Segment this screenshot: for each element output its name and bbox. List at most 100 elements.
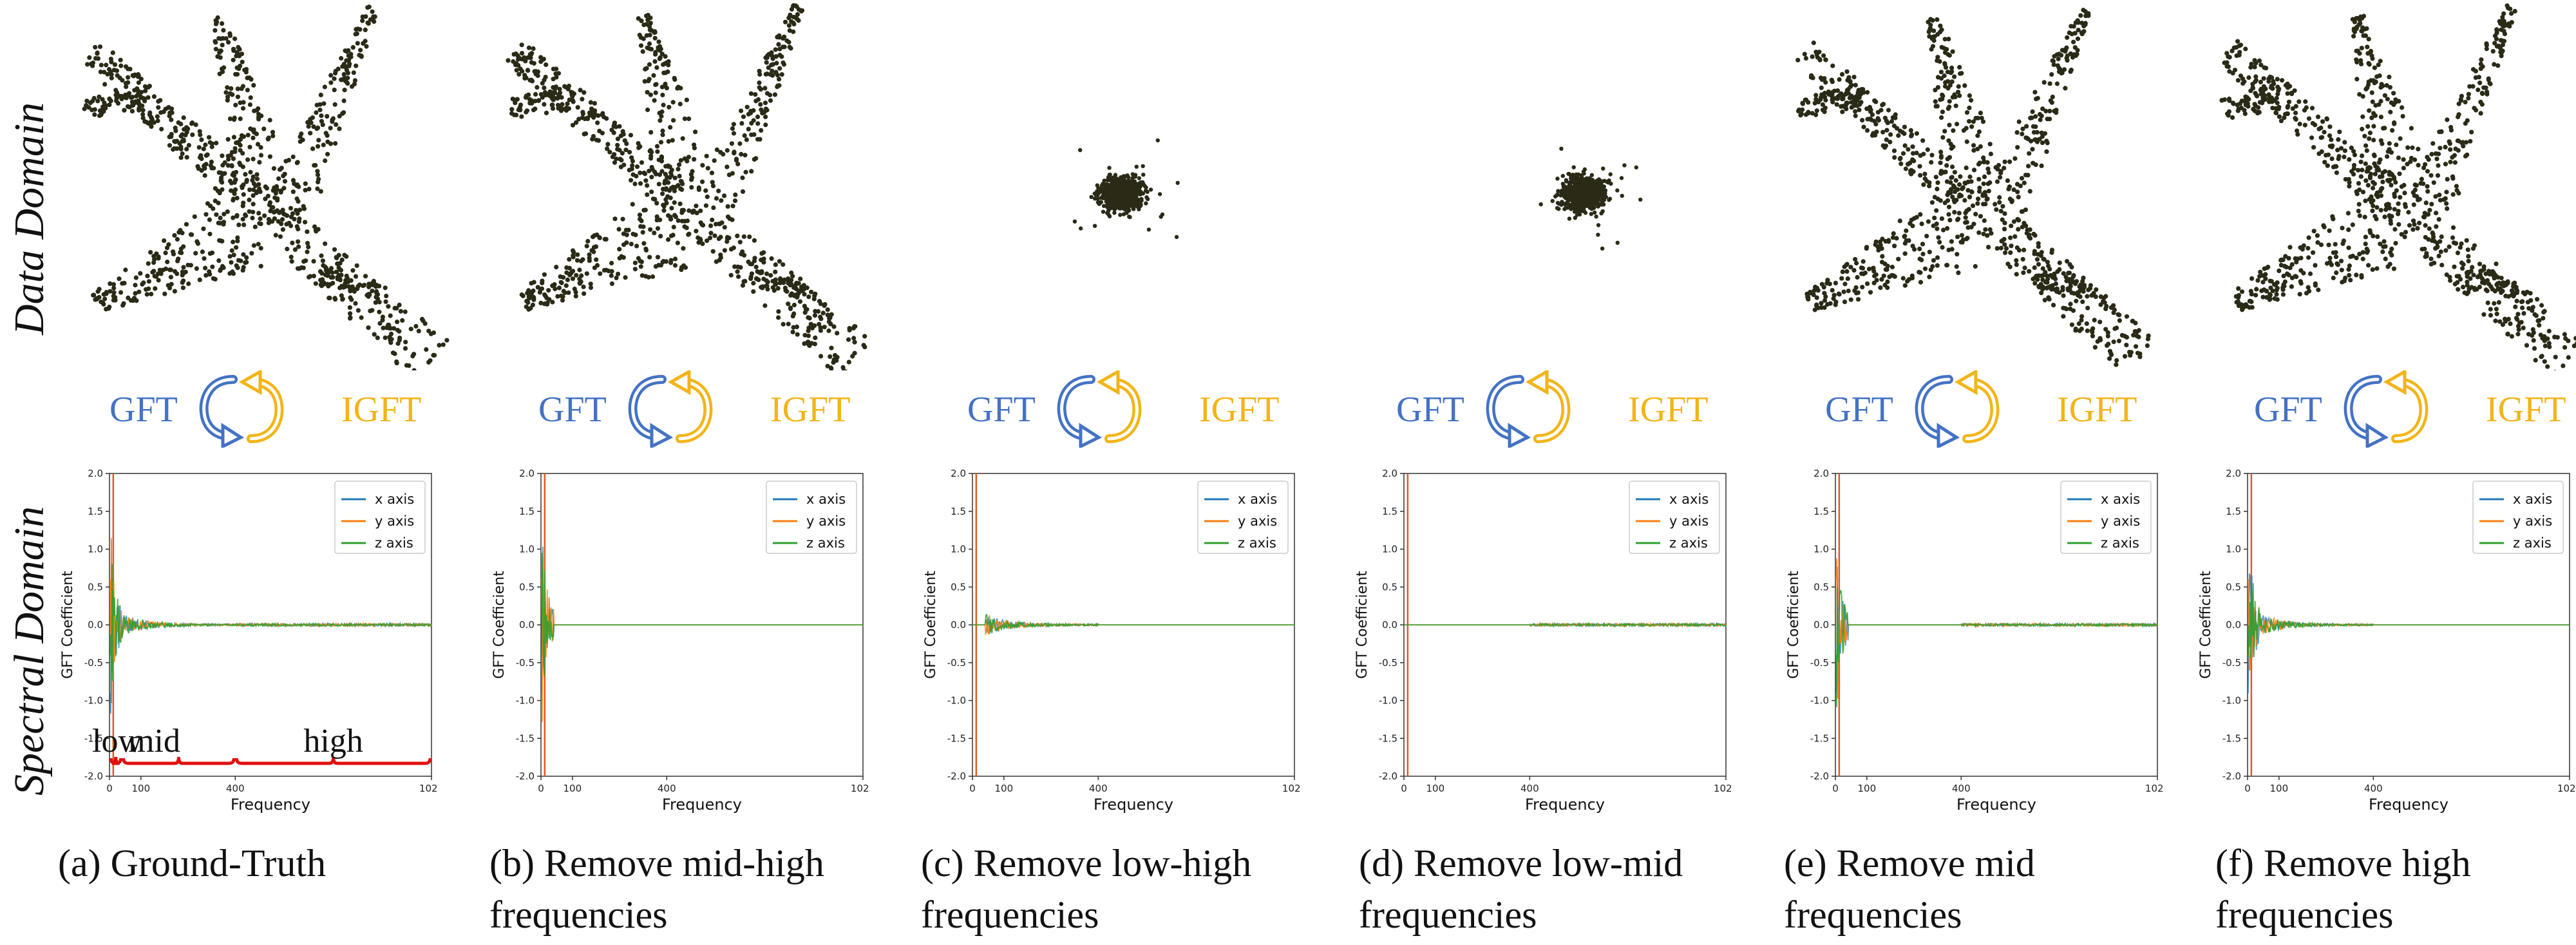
cloud-point [2403, 229, 2409, 234]
cloud-point [786, 276, 791, 282]
cloud-point [694, 204, 699, 209]
cloud-point [1615, 240, 1620, 245]
cloud-point [1874, 129, 1879, 135]
cloud-point [196, 145, 202, 150]
cloud-point [627, 149, 632, 155]
cloud-point [234, 195, 240, 201]
cloud-point [746, 126, 751, 131]
cloud-point [2396, 201, 2401, 206]
cloud-point [862, 345, 867, 350]
cloud-point [609, 281, 614, 286]
cloud-point [332, 88, 337, 93]
cloud-point [2028, 236, 2033, 241]
cloud-point [2032, 281, 2038, 286]
cloud-point [229, 86, 234, 91]
cloud-point [1566, 199, 1570, 204]
cloud-point [2071, 272, 2076, 278]
cloud-point [2393, 180, 2398, 185]
cloud-point [1865, 281, 1870, 286]
cloud-point [240, 164, 245, 169]
cloud-point [1814, 112, 1819, 117]
cloud-point [1099, 184, 1104, 188]
cloud-point [226, 157, 231, 162]
cloud-point [240, 84, 245, 89]
cloud-point [668, 216, 674, 222]
cloud-point [1899, 161, 1904, 166]
cloud-point [2373, 164, 2378, 169]
cloud-point [348, 311, 353, 316]
cloud-point [1122, 189, 1126, 194]
cloud-point [2306, 116, 2312, 121]
cloud-point [724, 148, 730, 153]
cloud-point [326, 283, 331, 289]
cloud-point [686, 155, 691, 160]
cloud-point [770, 73, 775, 78]
cloud-point [2427, 226, 2432, 231]
cloud-point [2539, 303, 2544, 308]
cloud-point [366, 21, 371, 26]
cloud-point [1902, 241, 1908, 246]
cloud-point [167, 134, 172, 140]
cloud-point [1984, 197, 1989, 202]
cloud-point [2041, 80, 2047, 85]
cloud-point [806, 315, 811, 320]
cloud-point [350, 268, 355, 273]
cloud-point [2493, 318, 2498, 323]
cloud-point [1959, 193, 1964, 198]
cloud-point [1589, 188, 1594, 193]
cloud-point [553, 286, 558, 292]
cloud-point [1145, 189, 1150, 194]
cloud-point [1873, 239, 1879, 244]
cloud-point [2362, 133, 2367, 138]
cloud-point [175, 258, 180, 263]
cloud-point [86, 105, 91, 110]
cloud-point [440, 342, 446, 347]
cloud-point [1593, 197, 1598, 202]
cloud-point [2285, 91, 2290, 96]
cloud-point [2011, 187, 2016, 193]
cloud-point [140, 112, 146, 117]
cloud-point [2137, 354, 2143, 359]
cloud-point [826, 328, 831, 334]
cloud-point [700, 241, 705, 246]
cloud-point [1865, 90, 1870, 95]
cloud-point [1619, 176, 1624, 180]
cloud-point [2497, 319, 2503, 324]
cloud-point [2383, 207, 2389, 212]
cloud-point [658, 55, 663, 60]
cloud-point [772, 92, 777, 97]
cloud-point [388, 313, 393, 318]
cloud-point [225, 137, 231, 142]
cloud-point [296, 199, 301, 204]
cloud-point [2069, 277, 2074, 282]
cloud-point [1106, 209, 1111, 213]
cloud-point [151, 120, 156, 125]
cloud-point [288, 205, 294, 211]
cloud-point [1955, 252, 1960, 257]
cloud-point [2105, 334, 2110, 339]
cloud-point [1873, 99, 1879, 104]
cloud-point [209, 141, 214, 146]
cloud-point [2360, 189, 2366, 195]
cloud-point [412, 368, 417, 370]
cloud-point [205, 201, 211, 206]
cloud-point [1890, 235, 1896, 240]
cloud-point [665, 194, 670, 199]
cloud-point [305, 240, 310, 246]
cloud-point [755, 137, 761, 142]
cloud-point [2271, 79, 2276, 84]
cloud-point [188, 263, 193, 268]
cloud-point [2543, 343, 2548, 348]
cloud-point [2063, 86, 2068, 91]
cloud-point [722, 225, 727, 230]
cloud-point [1095, 183, 1099, 187]
cloud-point [2380, 186, 2385, 191]
cloud-point [1133, 181, 1138, 186]
cloud-point [645, 45, 650, 50]
cloud-point [227, 31, 232, 36]
cloud-point [2503, 319, 2508, 324]
cloud-point [2411, 202, 2416, 207]
cloud-point [1837, 77, 1842, 82]
cloud-point [2492, 301, 2497, 306]
cloud-point [2562, 332, 2567, 337]
